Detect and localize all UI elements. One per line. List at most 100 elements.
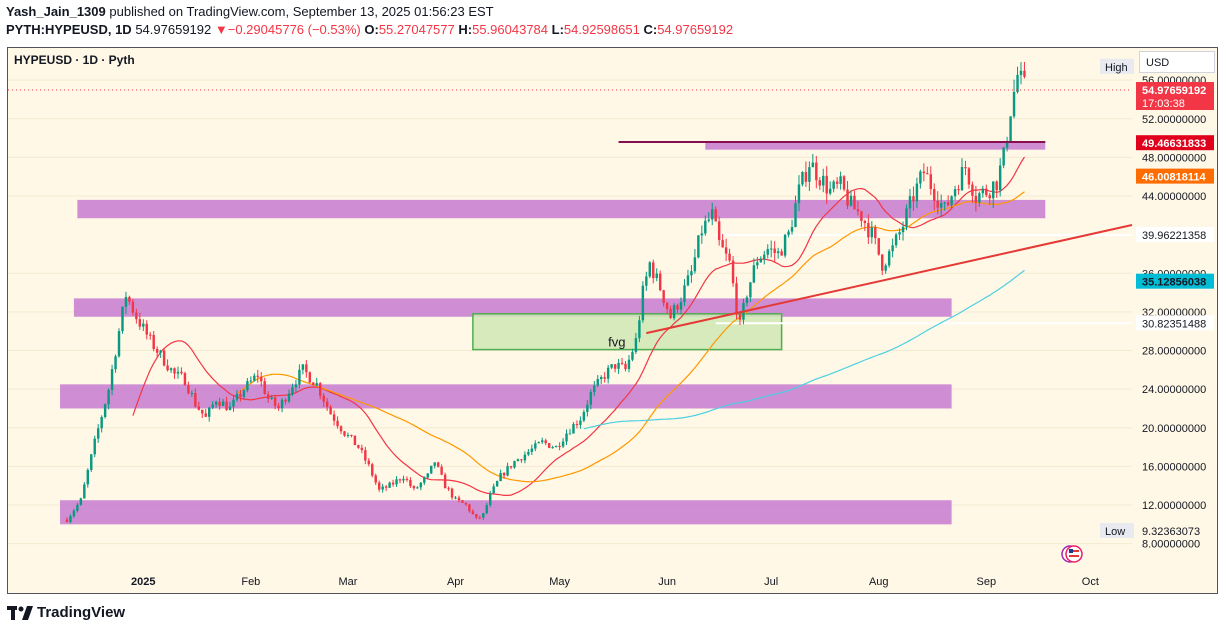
candle: [988, 192, 991, 205]
candle-body: [939, 203, 943, 208]
candle: [121, 306, 124, 334]
candle-body: [926, 173, 929, 175]
candle: [860, 210, 863, 228]
candle-body: [294, 384, 298, 388]
candle-body: [617, 362, 620, 369]
candle: [86, 468, 90, 488]
candle: [478, 515, 482, 520]
candle: [180, 367, 183, 375]
candle: [652, 259, 655, 284]
candle-body: [377, 482, 381, 490]
candle: [367, 458, 371, 467]
chart-panel[interactable]: fvg 2025 Feb Mar Apr May Jun Jul Aug Sep Oct 8.0000…: [7, 47, 1218, 594]
candle-body: [790, 227, 794, 232]
candle-body: [842, 176, 846, 190]
candle-body: [395, 479, 398, 485]
candle-body: [374, 475, 377, 483]
candle: [90, 453, 93, 472]
candle-body: [319, 383, 322, 396]
candle-body: [433, 462, 436, 466]
candle: [648, 261, 652, 279]
candle: [901, 221, 905, 241]
candle: [714, 206, 717, 222]
candle: [957, 184, 960, 195]
candle-body: [371, 464, 374, 476]
candle-body: [315, 383, 318, 386]
candle: [568, 428, 572, 435]
candle-body: [877, 238, 880, 255]
candle: [381, 483, 384, 493]
candle-body: [152, 334, 155, 350]
candle-body: [103, 404, 107, 417]
candle: [683, 279, 686, 307]
candle-body: [509, 466, 513, 468]
candle: [971, 181, 974, 203]
candle: [693, 249, 697, 274]
supply-demand-zone: [77, 199, 1046, 219]
candle-body: [187, 385, 190, 394]
publish-line: Yash_Jain_1309 published on TradingView.…: [6, 4, 494, 19]
candle-body: [402, 478, 405, 481]
candle: [998, 158, 1002, 197]
candle: [825, 166, 828, 204]
candle: [953, 185, 957, 201]
candle-body: [443, 474, 447, 489]
brand-name: TradingView: [37, 604, 126, 621]
candle: [627, 355, 631, 373]
candle: [315, 377, 318, 387]
candle: [336, 416, 339, 429]
candle: [797, 175, 801, 212]
flag-circle: [1065, 545, 1083, 563]
candle-body: [724, 247, 728, 254]
candle-body: [568, 433, 572, 435]
candle-body: [301, 364, 305, 370]
candle-body: [145, 323, 148, 335]
candle-body: [280, 399, 284, 409]
price-label: 9.32363073 Low: [1100, 522, 1214, 538]
candle: [992, 181, 995, 209]
candle-body: [488, 493, 492, 506]
tradingview-logo[interactable]: TradingView: [7, 604, 125, 621]
candle: [495, 480, 499, 487]
candle: [1016, 66, 1019, 94]
fvg-label: fvg: [608, 335, 625, 350]
candle-body: [881, 254, 884, 271]
candle: [717, 216, 721, 246]
candle: [530, 444, 534, 456]
candle-body: [270, 397, 273, 399]
candle-body: [818, 180, 821, 186]
candle: [707, 212, 710, 223]
candle-body: [263, 381, 266, 395]
price-label: 46.00818114: [1136, 168, 1214, 184]
candle: [343, 430, 346, 437]
candle: [246, 378, 249, 393]
candle-body: [513, 461, 516, 468]
author[interactable]: Yash_Jain_1309: [6, 4, 106, 19]
candle-body: [561, 441, 565, 447]
candle: [655, 268, 658, 282]
candle-body: [142, 323, 145, 327]
candle: [516, 458, 520, 462]
candle-body: [114, 356, 117, 370]
candle-body: [756, 262, 759, 266]
candle-body: [839, 176, 842, 184]
candle: [436, 461, 440, 468]
candle-body: [596, 379, 599, 386]
candle-body: [828, 188, 832, 194]
candle: [551, 445, 554, 449]
candle-body: [527, 451, 530, 455]
price-chart[interactable]: fvg 2025 Feb Mar Apr May Jun Jul Aug Sep Oct 8.0000…: [8, 48, 1217, 593]
candle-body: [620, 362, 624, 364]
currency-selector[interactable]: USD: [1139, 51, 1215, 73]
candle: [728, 248, 731, 263]
candle-body: [471, 511, 475, 515]
candle: [398, 478, 402, 484]
candle: [312, 382, 315, 386]
candle: [787, 229, 790, 238]
candle: [815, 155, 818, 189]
supply-demand-zone: [705, 140, 1046, 150]
ma-20-line: [132, 156, 1026, 496]
candle: [891, 238, 894, 258]
candle: [776, 247, 780, 259]
price-tag-text: Low: [1105, 526, 1125, 538]
